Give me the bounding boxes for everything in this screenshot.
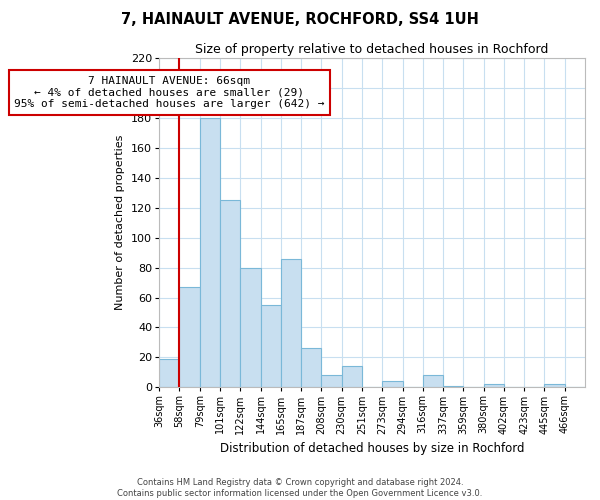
Bar: [341, 366, 362, 388]
Text: 7 HAINAULT AVENUE: 66sqm
← 4% of detached houses are smaller (29)
95% of semi-de: 7 HAINAULT AVENUE: 66sqm ← 4% of detache…: [14, 76, 325, 109]
Bar: [220, 200, 240, 388]
Bar: [179, 287, 200, 388]
Bar: [423, 376, 443, 388]
Bar: [484, 384, 504, 388]
Bar: [301, 348, 322, 388]
Bar: [382, 382, 403, 388]
Bar: [240, 268, 260, 388]
Bar: [260, 305, 281, 388]
Bar: [281, 258, 301, 388]
Bar: [159, 359, 179, 388]
Bar: [443, 386, 463, 388]
Y-axis label: Number of detached properties: Number of detached properties: [115, 135, 125, 310]
Bar: [544, 384, 565, 388]
X-axis label: Distribution of detached houses by size in Rochford: Distribution of detached houses by size …: [220, 442, 524, 455]
Bar: [200, 118, 220, 388]
Text: Contains HM Land Registry data © Crown copyright and database right 2024.
Contai: Contains HM Land Registry data © Crown c…: [118, 478, 482, 498]
Bar: [322, 376, 341, 388]
Title: Size of property relative to detached houses in Rochford: Size of property relative to detached ho…: [196, 42, 549, 56]
Text: 7, HAINAULT AVENUE, ROCHFORD, SS4 1UH: 7, HAINAULT AVENUE, ROCHFORD, SS4 1UH: [121, 12, 479, 28]
